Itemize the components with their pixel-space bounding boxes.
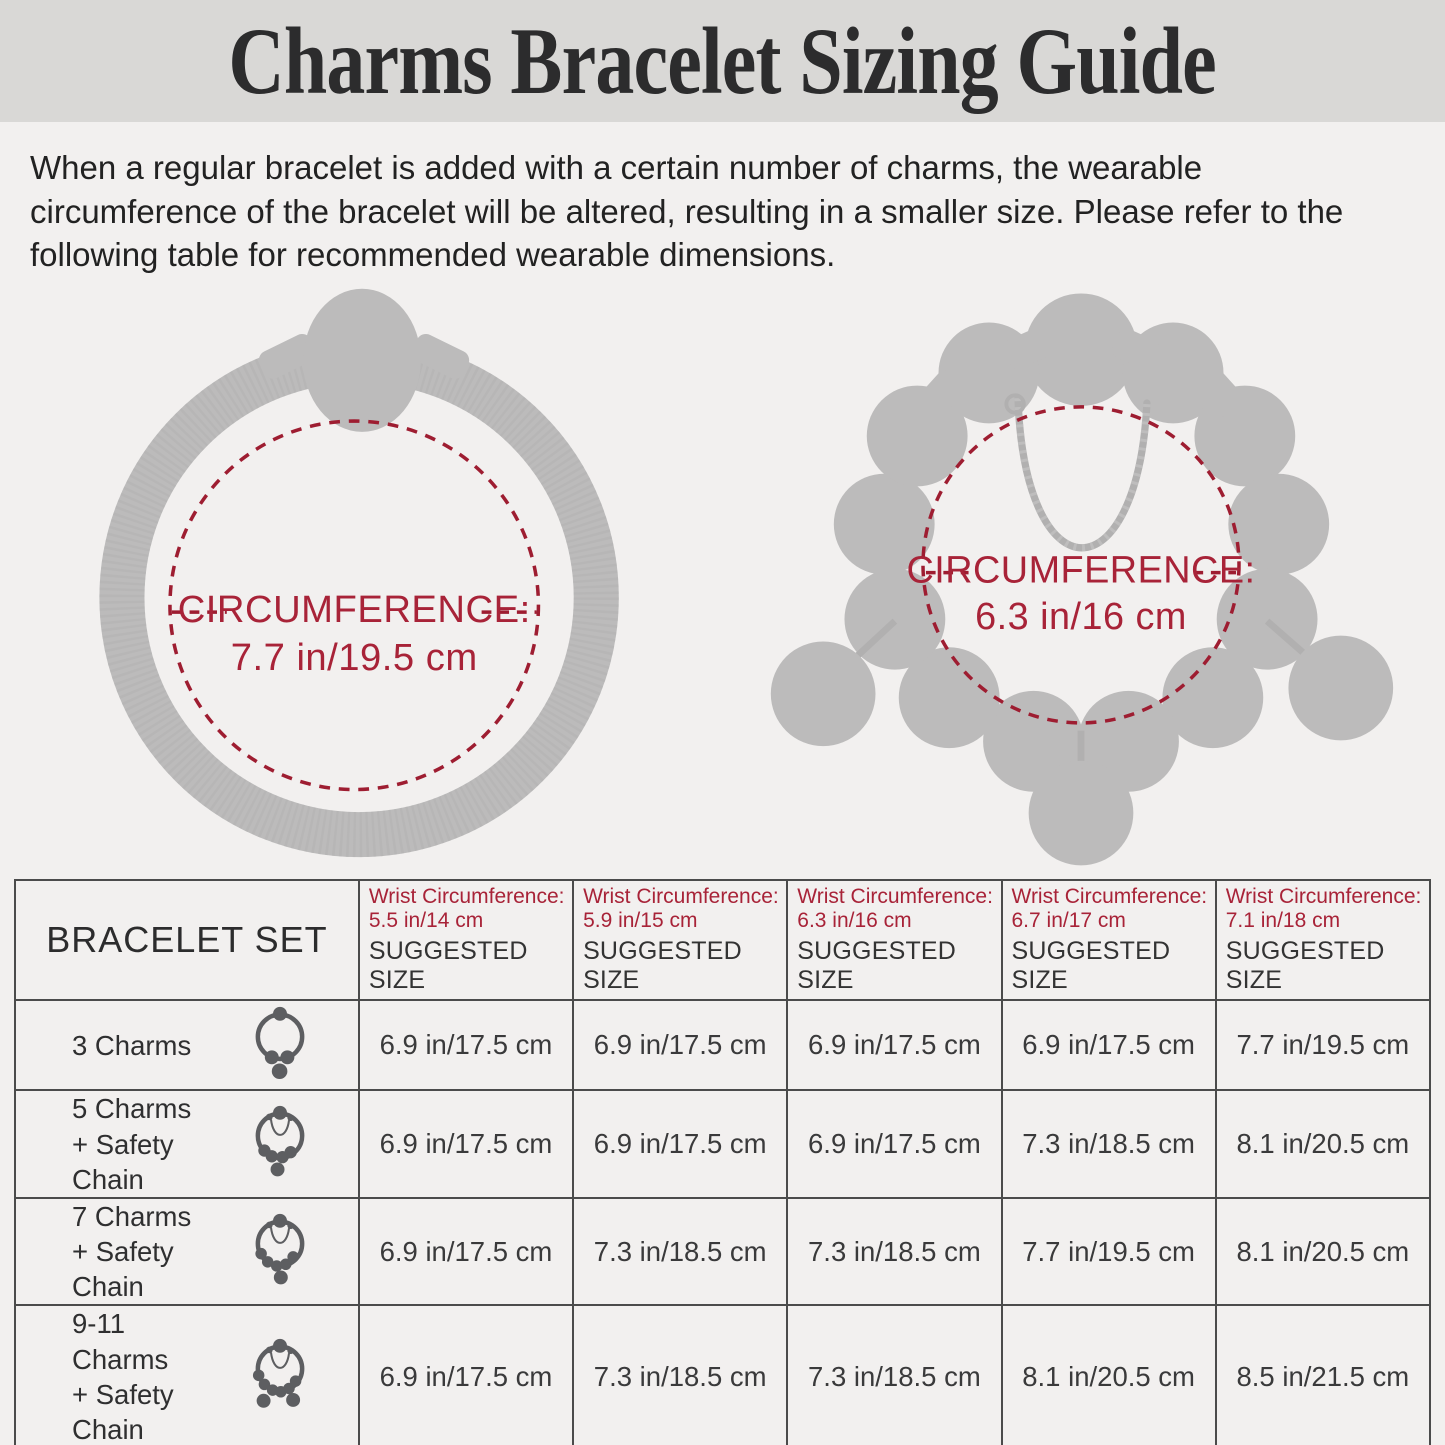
wrist-circumference-value: 6.3 in/16 cm	[797, 909, 912, 932]
size-cell: 7.3 in/18.5 cm	[572, 1304, 789, 1445]
column-header-5-9in: Wrist Circumference: 5.9 in/15 cm SUGGES…	[572, 878, 789, 1002]
size-cell: 6.9 in/17.5 cm	[786, 1089, 1003, 1199]
wrist-circumference-label: Wrist Circumference:	[1225, 884, 1422, 908]
size-cell: 8.5 in/21.5 cm	[1214, 1304, 1432, 1445]
circumference-annotation: CIRCUMFERENCE: 7.7 in/19.5 cm	[168, 418, 541, 791]
table-row-9-11-charms: 9-11 Charms + Safety Chain	[14, 1304, 1432, 1445]
size-cell: 7.3 in/18.5 cm	[572, 1196, 789, 1307]
bracelet-set-label: 5 Charms + Safety Chain	[72, 1093, 192, 1195]
safety-chain	[1004, 392, 1151, 551]
suggested-size-label: SUGGESTED SIZE	[583, 937, 742, 995]
dangling-charms	[770, 618, 1394, 866]
bracelet-set-cell: 9-11 Charms + Safety Chain	[14, 1304, 360, 1445]
bracelet-3-charms-icon	[216, 1004, 358, 1086]
intro-text: When a regular bracelet is added with a …	[30, 146, 1417, 277]
bracelet-set-cell: 3 Charms	[14, 999, 360, 1092]
size-cell: 6.9 in/17.5 cm	[1000, 999, 1217, 1092]
bracelet-set-cell: 5 Charms + Safety Chain	[14, 1089, 360, 1199]
table-row-7-charms: 7 Charms + Safety Chain	[14, 1196, 1432, 1307]
bracelet-set-header: BRACELET SET	[14, 878, 360, 1002]
size-cell: 6.9 in/17.5 cm	[357, 999, 575, 1092]
suggested-size-label: SUGGESTED SIZE	[797, 937, 957, 995]
bracelet-set-label: 7 Charms + Safety Chain	[72, 1200, 192, 1303]
size-cell: 7.7 in/19.5 cm	[1000, 1196, 1217, 1307]
page-title: Charms Bracelet Sizing Guide	[228, 8, 1217, 114]
suggested-size-label: SUGGESTED SIZE	[368, 937, 528, 995]
bracelet-7-charms-safety-chain-icon	[216, 1211, 358, 1293]
intro-line-2: circumference of the bracelet will be al…	[30, 192, 1344, 230]
circumference-value: 6.3 in/16 cm	[975, 596, 1187, 638]
intro-line-1: When a regular bracelet is added with a …	[30, 149, 1203, 186]
bracelet-5-charms-safety-chain-icon	[216, 1103, 358, 1185]
wrist-circumference-label: Wrist Circumference:	[583, 884, 779, 908]
column-header-6-7in: Wrist Circumference: 6.7 in/17 cm SUGGES…	[1000, 878, 1217, 1002]
size-cell: 8.1 in/20.5 cm	[1214, 1196, 1432, 1307]
size-cell: 7.3 in/18.5 cm	[1000, 1089, 1217, 1199]
wrist-circumference-value: 5.5 in/14 cm	[368, 909, 484, 932]
charm-bracelet-diagram: CIRCUMFERENCE: 6.3 in/16 cm	[761, 277, 1401, 883]
wrist-circumference-label: Wrist Circumference:	[797, 884, 993, 908]
bracelet-set-label: 3 Charms	[72, 1029, 192, 1061]
bracelet-set-label: 9-11 Charms + Safety Chain	[72, 1308, 174, 1445]
wrist-circumference-value: 5.9 in/15 cm	[583, 909, 698, 932]
size-cell: 8.1 in/20.5 cm	[1000, 1304, 1217, 1445]
title-band: Charms Bracelet Sizing Guide	[0, 0, 1445, 122]
bracelet-diagrams: CIRCUMFERENCE: 7.7 in/19.5 cm	[0, 277, 1445, 877]
column-header-5-5in: Wrist Circumference: 5.5 in/14 cm SUGGES…	[357, 878, 575, 1002]
size-cell: 7.7 in/19.5 cm	[1214, 999, 1432, 1092]
charm-bracelet-illustration: CIRCUMFERENCE: 6.3 in/16 cm	[770, 293, 1394, 866]
suggested-size-label: SUGGESTED SIZE	[1011, 937, 1171, 995]
plain-bracelet-illustration: CIRCUMFERENCE: 7.7 in/19.5 cm	[99, 288, 619, 857]
wrist-circumference-label: Wrist Circumference:	[368, 884, 565, 908]
table-row-3-charms: 3 Charms	[14, 999, 1432, 1092]
circumference-annotation: CIRCUMFERENCE: 6.3 in/16 cm	[906, 404, 1255, 725]
circumference-label: CIRCUMFERENCE:	[178, 588, 531, 631]
column-header-7-1in: Wrist Circumference: 7.1 in/18 cm SUGGES…	[1214, 878, 1432, 1002]
table-row-5-charms: 5 Charms + Safety Chain	[14, 1089, 1432, 1199]
size-cell: 6.9 in/17.5 cm	[357, 1304, 575, 1445]
size-cell: 6.9 in/17.5 cm	[786, 999, 1003, 1092]
size-cell: 6.9 in/17.5 cm	[572, 1089, 789, 1199]
bracelet-clasp	[258, 288, 470, 432]
size-cell: 6.9 in/17.5 cm	[357, 1089, 575, 1199]
bracelet-set-cell: 7 Charms + Safety Chain	[14, 1196, 360, 1307]
column-header-6-3in: Wrist Circumference: 6.3 in/16 cm SUGGES…	[786, 878, 1003, 1002]
size-cell: 6.9 in/17.5 cm	[357, 1196, 575, 1307]
wrist-circumference-value: 6.7 in/17 cm	[1011, 909, 1126, 932]
sizing-table: BRACELET SET Wrist Circumference: 5.5 in…	[14, 878, 1432, 1445]
size-cell: 7.3 in/18.5 cm	[786, 1304, 1003, 1445]
wrist-circumference-label: Wrist Circumference:	[1011, 884, 1208, 908]
suggested-size-label: SUGGESTED SIZE	[1225, 937, 1385, 995]
circumference-label: CIRCUMFERENCE:	[906, 549, 1255, 591]
size-cell: 8.1 in/20.5 cm	[1214, 1089, 1432, 1199]
plain-bracelet-diagram: CIRCUMFERENCE: 7.7 in/19.5 cm	[60, 277, 668, 870]
size-cell: 6.9 in/17.5 cm	[572, 999, 789, 1092]
wrist-circumference-value: 7.1 in/18 cm	[1225, 909, 1341, 932]
intro-line-3: following table for recommended wearable…	[30, 236, 836, 274]
table-header-row: BRACELET SET Wrist Circumference: 5.5 in…	[14, 878, 1432, 1002]
bracelet-9-11-charms-safety-chain-icon	[216, 1336, 358, 1418]
size-cell: 7.3 in/18.5 cm	[786, 1196, 1003, 1307]
circumference-value: 7.7 in/19.5 cm	[231, 636, 478, 679]
charm-beads	[833, 293, 1330, 792]
